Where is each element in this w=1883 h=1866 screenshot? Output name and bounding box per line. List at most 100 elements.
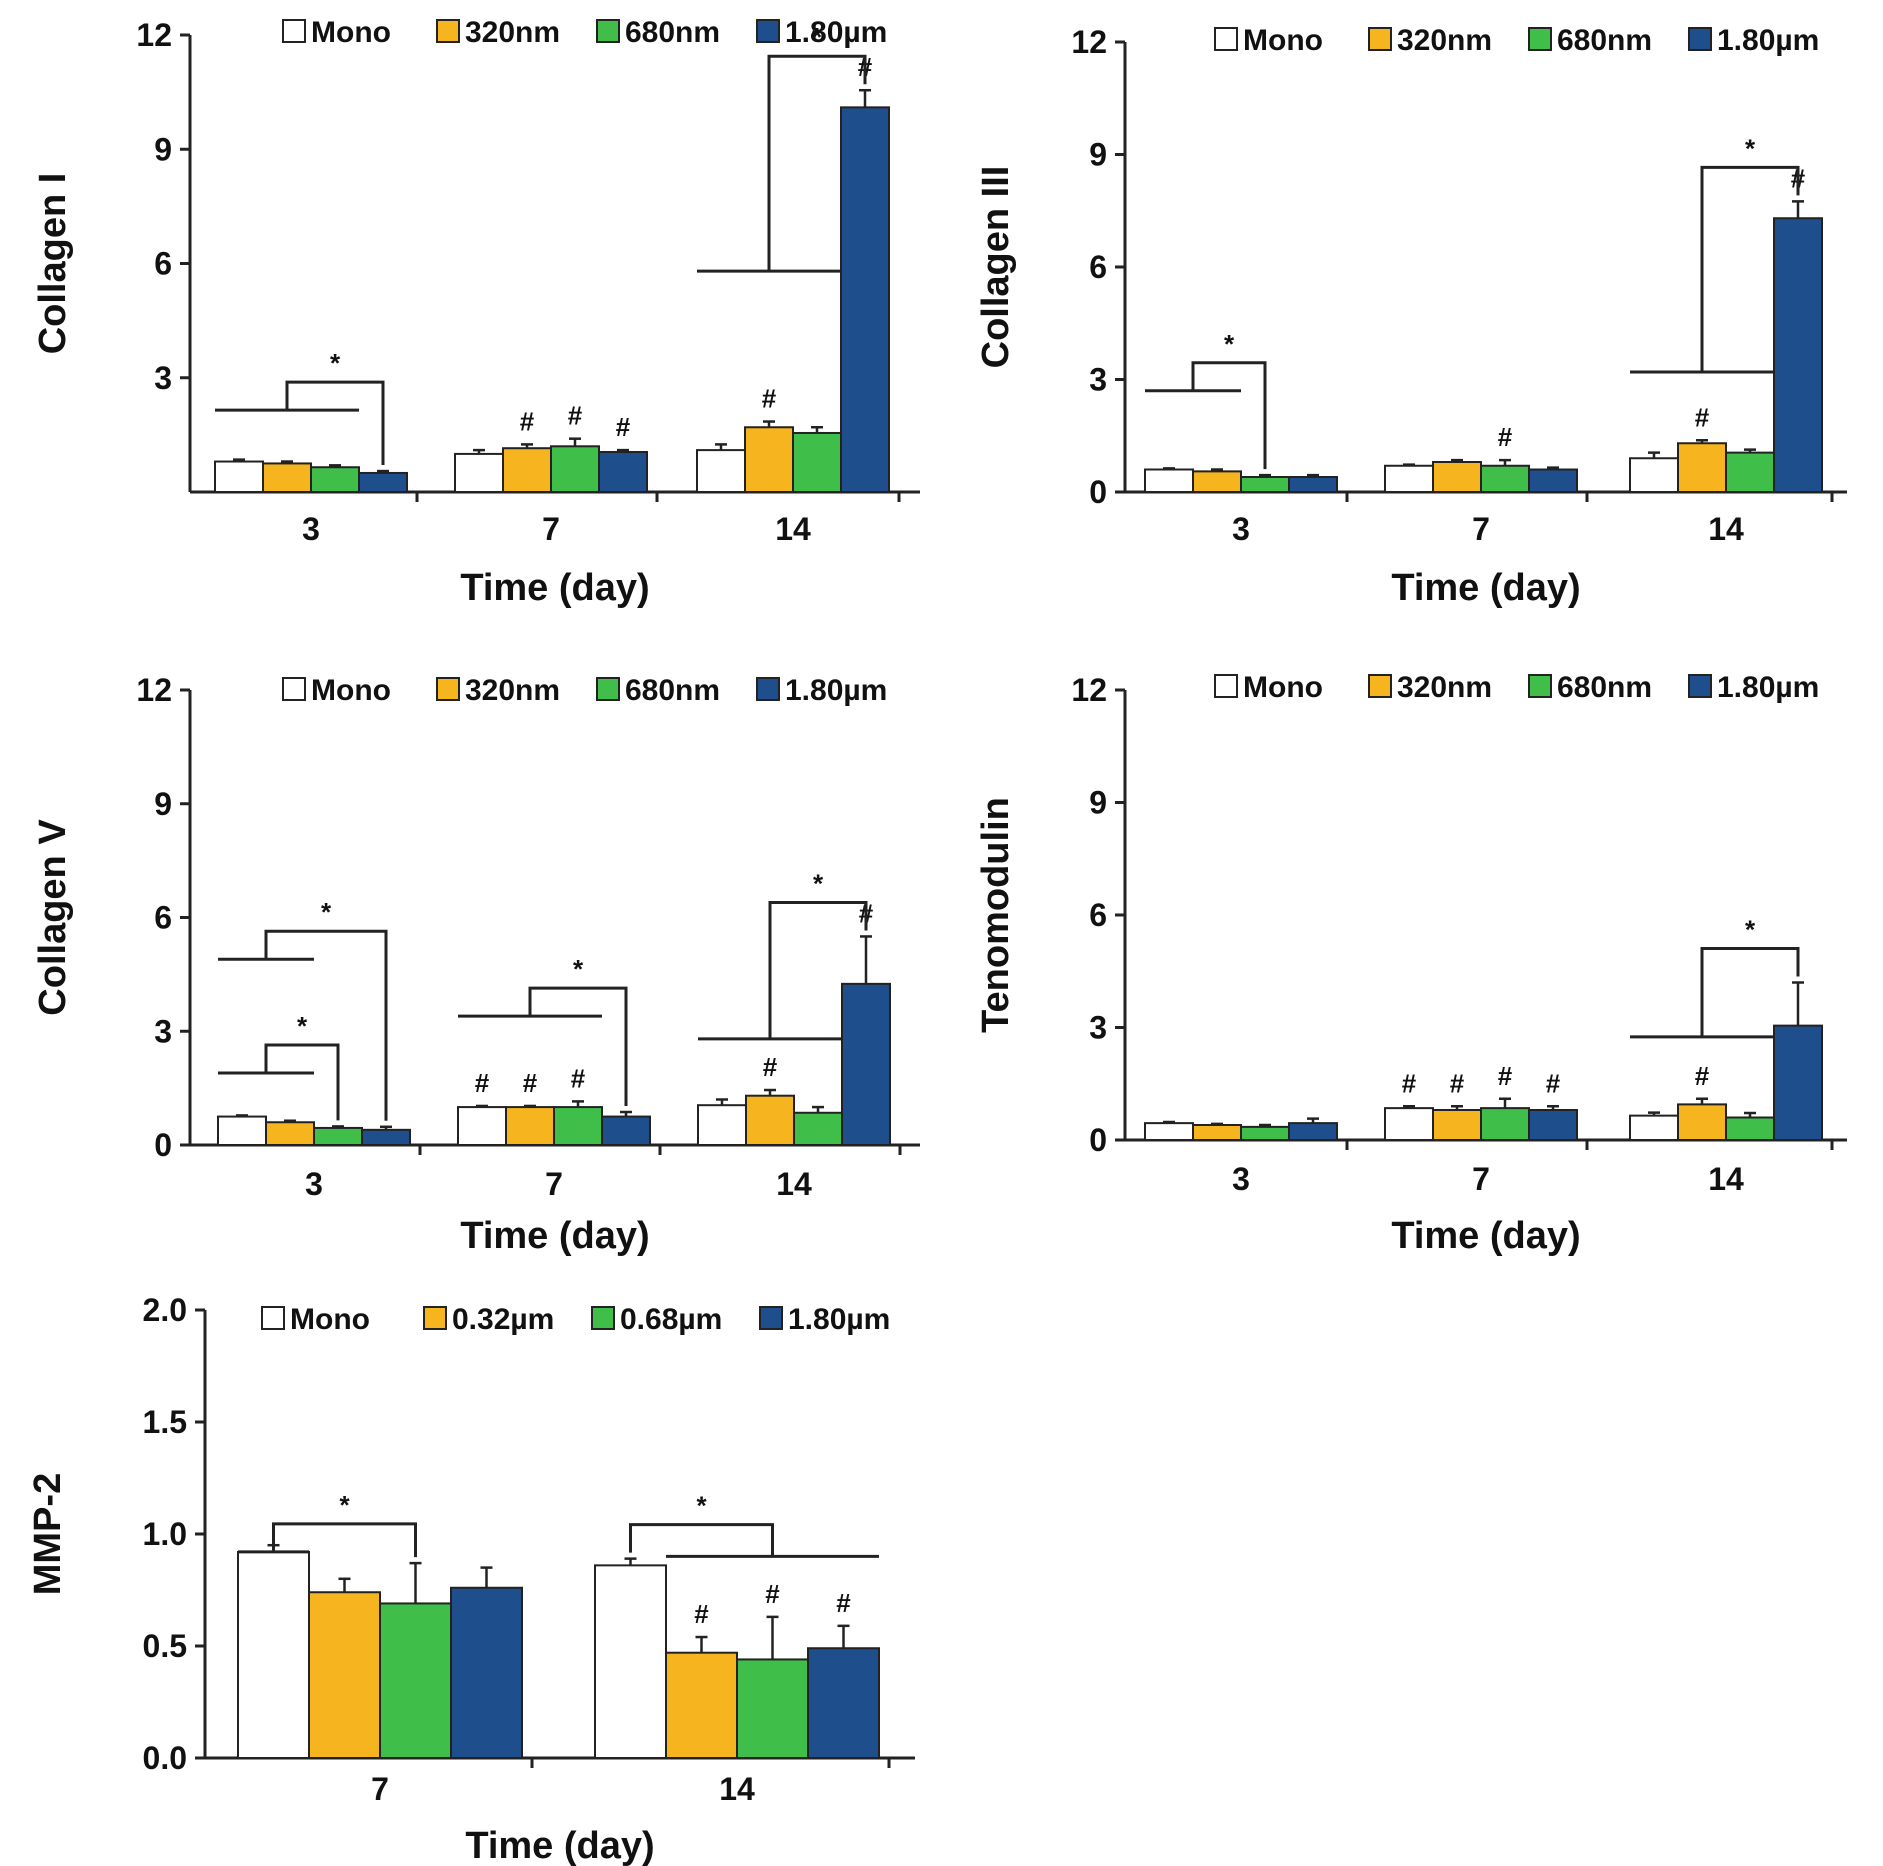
- bar: [310, 466, 360, 493]
- legend-swatch: [591, 1306, 615, 1330]
- legend-label: Mono: [1243, 671, 1323, 704]
- legend-swatch: [1688, 674, 1712, 698]
- significance-hash: #: [763, 1052, 778, 1082]
- significance-star: *: [1224, 329, 1235, 359]
- x-tick-label: 14: [775, 511, 811, 547]
- significance-hash: #: [475, 1068, 490, 1098]
- collagen-iii-chart: 0 3 6 9 12 3 7 14 Time (day) Collagen III Mono 320n…: [975, 24, 1847, 609]
- bar: [594, 1564, 667, 1759]
- bar: [1240, 1125, 1290, 1141]
- y-tick-label: 0: [1089, 1122, 1107, 1158]
- collagen-v-chart: 0 3 6 9 12 3 7 14 Time (day) Collagen V Mono 320nm 6…: [32, 672, 920, 1257]
- bar: [553, 1106, 603, 1147]
- legend-swatch: [423, 1306, 447, 1330]
- legend-label: 1.80µm: [785, 16, 887, 49]
- legend-label: 320nm: [1397, 671, 1492, 704]
- bar: [598, 451, 648, 494]
- legend-swatch: [282, 677, 306, 701]
- bar: [1773, 217, 1823, 493]
- x-tick-label: 14: [719, 1771, 755, 1807]
- bar: [744, 426, 794, 493]
- legend-label: 1.80µm: [1717, 24, 1819, 57]
- bar: [550, 445, 600, 493]
- legend-label: 320nm: [1397, 24, 1492, 57]
- bar: [361, 1128, 411, 1147]
- bar: [601, 1115, 651, 1146]
- legend-label: Mono: [1243, 24, 1323, 57]
- y-tick-label: 9: [1089, 137, 1107, 173]
- bar: [1432, 461, 1482, 493]
- legend-swatch: [282, 19, 306, 43]
- bar: [1629, 1114, 1679, 1141]
- legend-label: 680nm: [1557, 24, 1652, 57]
- bar: [1144, 468, 1194, 493]
- bar: [1288, 476, 1338, 493]
- bar: [313, 1126, 363, 1146]
- x-tick-label: 3: [305, 1166, 323, 1202]
- bar: [308, 1591, 381, 1759]
- legend-swatch: [1688, 27, 1712, 51]
- bar: [505, 1106, 555, 1147]
- significance-star: *: [339, 1490, 350, 1520]
- legend-label: 1.80µm: [788, 1303, 890, 1336]
- x-axis-title: Time (day): [460, 1215, 649, 1257]
- bar: [1192, 470, 1242, 493]
- significance-hash: #: [1695, 1061, 1710, 1091]
- legend-label: 680nm: [1557, 671, 1652, 704]
- y-axis-title: Collagen III: [975, 166, 1017, 369]
- bar: [793, 1111, 843, 1147]
- y-tick-label: 6: [1089, 249, 1107, 285]
- significance-bracket: [264, 929, 388, 1121]
- significance-star: *: [812, 22, 823, 52]
- bar: [1480, 464, 1530, 493]
- tenomodulin-chart: 0 3 6 9 12 3 7 14 Time (day) Tenomodulin Mono 320nm…: [975, 671, 1847, 1257]
- bar: [214, 460, 264, 493]
- x-tick-label: 3: [302, 511, 320, 547]
- significance-hash: #: [568, 401, 583, 431]
- y-tick-label: 9: [154, 131, 172, 167]
- significance-bracket: [264, 1043, 340, 1121]
- legend-swatch: [596, 19, 620, 43]
- y-tick-label: 0.0: [143, 1740, 187, 1776]
- legend-swatch: [756, 677, 780, 701]
- significance-hash: #: [571, 1063, 586, 1093]
- significance-star: *: [696, 1491, 707, 1521]
- significance-hash: #: [1498, 1061, 1513, 1091]
- bar: [1192, 1124, 1242, 1141]
- bar: [502, 447, 552, 493]
- legend-label: 320nm: [465, 674, 560, 707]
- x-tick-label: 7: [545, 1166, 563, 1202]
- y-tick-label: 12: [1071, 672, 1107, 708]
- y-tick-label: 9: [154, 786, 172, 822]
- significance-hash: #: [1450, 1068, 1465, 1098]
- significance-bracket: [767, 54, 867, 272]
- y-tick-label: 6: [154, 900, 172, 936]
- y-tick-label: 3: [1089, 1010, 1107, 1046]
- bar: [697, 1104, 747, 1146]
- x-tick-label: 3: [1232, 511, 1250, 547]
- legend-label: 1.80µm: [785, 674, 887, 707]
- x-tick-label: 14: [1708, 1161, 1744, 1197]
- mmp-2-chart: 0.0 0.5 1.0 1.5 2.0 7 14 Time (day) MMP-2 Mono 0.3…: [27, 1292, 915, 1866]
- bar: [237, 1550, 310, 1760]
- legend-swatch: [1528, 27, 1552, 51]
- bar: [1288, 1122, 1338, 1141]
- y-axis-title: Tenomodulin: [975, 797, 1017, 1033]
- significance-bracket: [285, 380, 385, 466]
- y-tick-label: 0: [1089, 474, 1107, 510]
- legend-swatch: [1214, 674, 1238, 698]
- x-tick-label: 14: [1708, 511, 1744, 547]
- significance-hash: #: [1546, 1068, 1561, 1098]
- bar: [792, 431, 842, 493]
- bar: [454, 452, 504, 493]
- x-tick-label: 7: [371, 1771, 389, 1807]
- bar: [1432, 1109, 1482, 1141]
- significance-star: *: [321, 897, 332, 927]
- bar: [358, 471, 408, 494]
- significance-bracket: [1700, 165, 1800, 372]
- y-tick-label: 12: [136, 17, 172, 53]
- bar: [1144, 1122, 1194, 1141]
- legend-label: 680nm: [625, 16, 720, 49]
- bar: [745, 1094, 795, 1147]
- x-tick-label: 7: [1472, 511, 1490, 547]
